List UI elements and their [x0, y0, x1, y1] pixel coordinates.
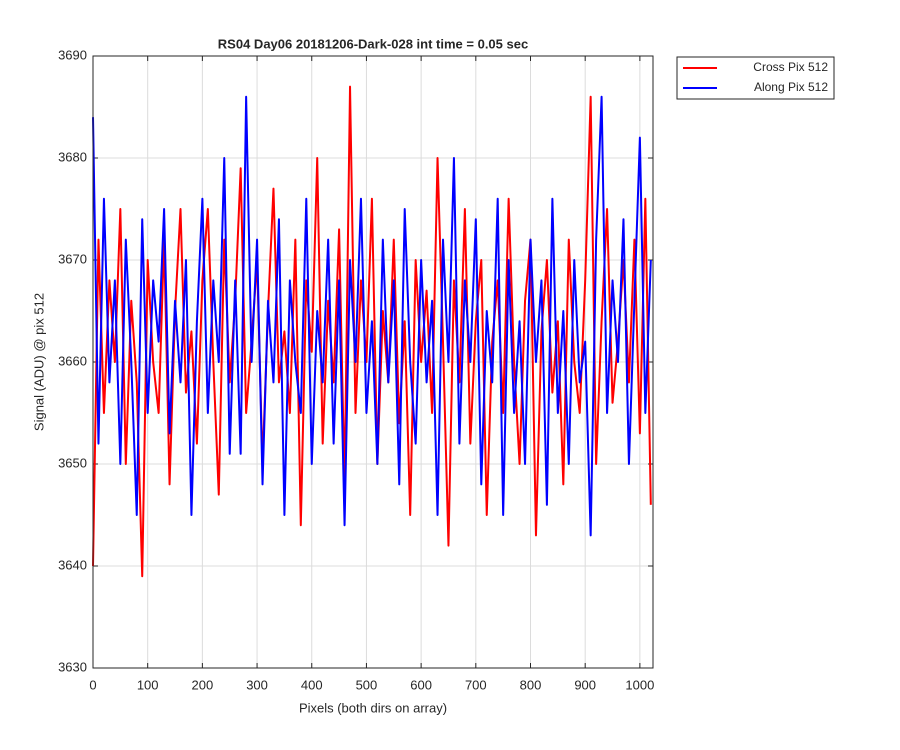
- y-axis-label: Signal (ADU) @ pix 512: [31, 293, 46, 431]
- legend-box: [676, 56, 835, 100]
- y-tick-label: 3640: [58, 557, 87, 572]
- x-tick-label: 0: [89, 677, 96, 692]
- x-tick-label: 400: [301, 677, 323, 692]
- x-tick-label: 300: [246, 677, 268, 692]
- x-tick-label: 200: [192, 677, 214, 692]
- chart-title: RS04 Day06 20181206-Dark-028 int time = …: [218, 36, 528, 51]
- legend-label: Along Pix 512: [754, 80, 828, 94]
- y-tick-label: 3660: [58, 353, 87, 368]
- x-tick-label: 600: [410, 677, 432, 692]
- y-tick-label: 3650: [58, 455, 87, 470]
- x-axis-label: Pixels (both dirs on array): [299, 700, 447, 715]
- x-tick-label: 100: [137, 677, 159, 692]
- legend-label: Cross Pix 512: [753, 60, 828, 74]
- axes-box: [92, 55, 654, 669]
- x-tick-label: 700: [465, 677, 487, 692]
- x-tick-label: 900: [574, 677, 596, 692]
- data-line: [92, 85, 652, 578]
- y-tick-label: 3680: [58, 149, 87, 164]
- y-tick-label: 3670: [58, 251, 87, 266]
- x-tick-label: 500: [356, 677, 378, 692]
- x-tick-label: 1000: [625, 677, 654, 692]
- y-tick-label: 3630: [58, 659, 87, 674]
- x-tick-label: 800: [520, 677, 542, 692]
- data-line: [92, 95, 652, 537]
- y-tick-label: 3690: [58, 47, 87, 62]
